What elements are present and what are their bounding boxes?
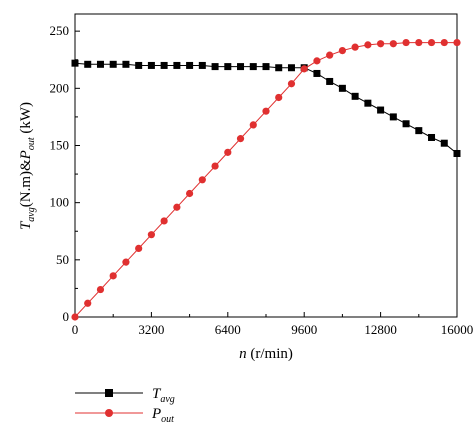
legend: Tavg Pout (75, 386, 175, 425)
series-point-0 (84, 60, 92, 68)
series-point-0 (173, 61, 181, 69)
y-tick-label: 250 (50, 23, 70, 38)
series-point-0 (198, 61, 206, 69)
series-point-1 (198, 176, 206, 184)
series-point-1 (326, 51, 334, 59)
series-point-0 (440, 139, 448, 147)
x-tick-label: 3200 (138, 322, 164, 337)
x-tick-label: 6400 (215, 322, 241, 337)
series-point-0 (109, 60, 117, 68)
legend-marker-pout (105, 409, 113, 417)
y-tick-label: 100 (50, 195, 70, 210)
series-point-0 (287, 64, 295, 72)
series-point-0 (428, 133, 436, 141)
series-point-1 (402, 38, 410, 47)
series-point-0 (377, 106, 385, 114)
series-point-1 (377, 40, 385, 48)
series-point-1 (109, 272, 117, 280)
series-point-1 (135, 244, 143, 252)
series-point-0 (249, 63, 257, 71)
series-point-0 (160, 61, 168, 69)
series-point-1 (338, 46, 346, 55)
series-point-0 (71, 59, 79, 67)
series-point-1 (236, 135, 245, 143)
series-point-0 (262, 63, 270, 71)
legend-marker-tavg (105, 389, 113, 397)
series-point-0 (186, 61, 194, 69)
series-point-0 (237, 63, 245, 71)
x-tick-label: 16000 (441, 322, 474, 337)
series-point-0 (122, 60, 130, 68)
series-point-0 (389, 113, 397, 121)
series-point-1 (71, 313, 79, 321)
y-tick-label: 50 (56, 252, 69, 267)
series-point-1 (287, 80, 296, 88)
series-point-1 (275, 93, 283, 102)
series-point-1 (427, 38, 436, 47)
series-point-0 (453, 149, 461, 157)
series-point-0 (211, 63, 219, 71)
series-point-0 (275, 64, 283, 72)
series-point-0 (135, 61, 143, 69)
series-point-1 (96, 285, 105, 294)
series-point-0 (326, 77, 334, 85)
series-point-0 (313, 69, 321, 77)
y-axis-title: Tavg(N.m)&Pout (kW) (18, 102, 37, 230)
series-point-0 (147, 61, 155, 69)
series-point-1 (147, 231, 155, 239)
x-axis-title: n (r/min) (239, 346, 293, 362)
legend-label-pout: Pout (151, 406, 174, 425)
series-point-1 (440, 38, 448, 47)
y-tick-label: 200 (50, 80, 70, 95)
series-point-1 (389, 40, 397, 48)
legend-label-tavg: Tavg (152, 386, 175, 405)
plot-frame (74, 13, 458, 318)
series-point-0 (415, 127, 423, 135)
series-point-0 (96, 60, 104, 68)
y-tick-label: 150 (50, 137, 70, 152)
series-point-1 (364, 41, 372, 49)
series-point-1 (211, 162, 219, 170)
series-point-0 (402, 120, 410, 128)
y-tick-label: 0 (63, 309, 70, 324)
series-point-1 (351, 43, 359, 51)
series-point-0 (364, 99, 372, 107)
series-point-1 (84, 299, 92, 307)
x-tick-label: 0 (72, 322, 79, 337)
x-tick-label: 9600 (291, 322, 317, 337)
series-point-1 (313, 57, 321, 65)
series-point-0 (338, 84, 346, 92)
series-point-0 (224, 63, 232, 71)
series-point-1 (186, 189, 194, 198)
series-point-1 (160, 217, 168, 225)
series-point-1 (262, 107, 270, 115)
x-tick-label: 12800 (364, 322, 397, 337)
series-point-1 (415, 38, 423, 47)
series-line-1 (74, 42, 457, 318)
series-point-1 (300, 65, 308, 73)
series-point-1 (122, 258, 130, 266)
series-point-1 (173, 203, 181, 211)
series-point-0 (351, 92, 359, 100)
series-point-1 (224, 148, 232, 156)
series-point-1 (249, 121, 257, 129)
series-point-1 (453, 38, 461, 47)
